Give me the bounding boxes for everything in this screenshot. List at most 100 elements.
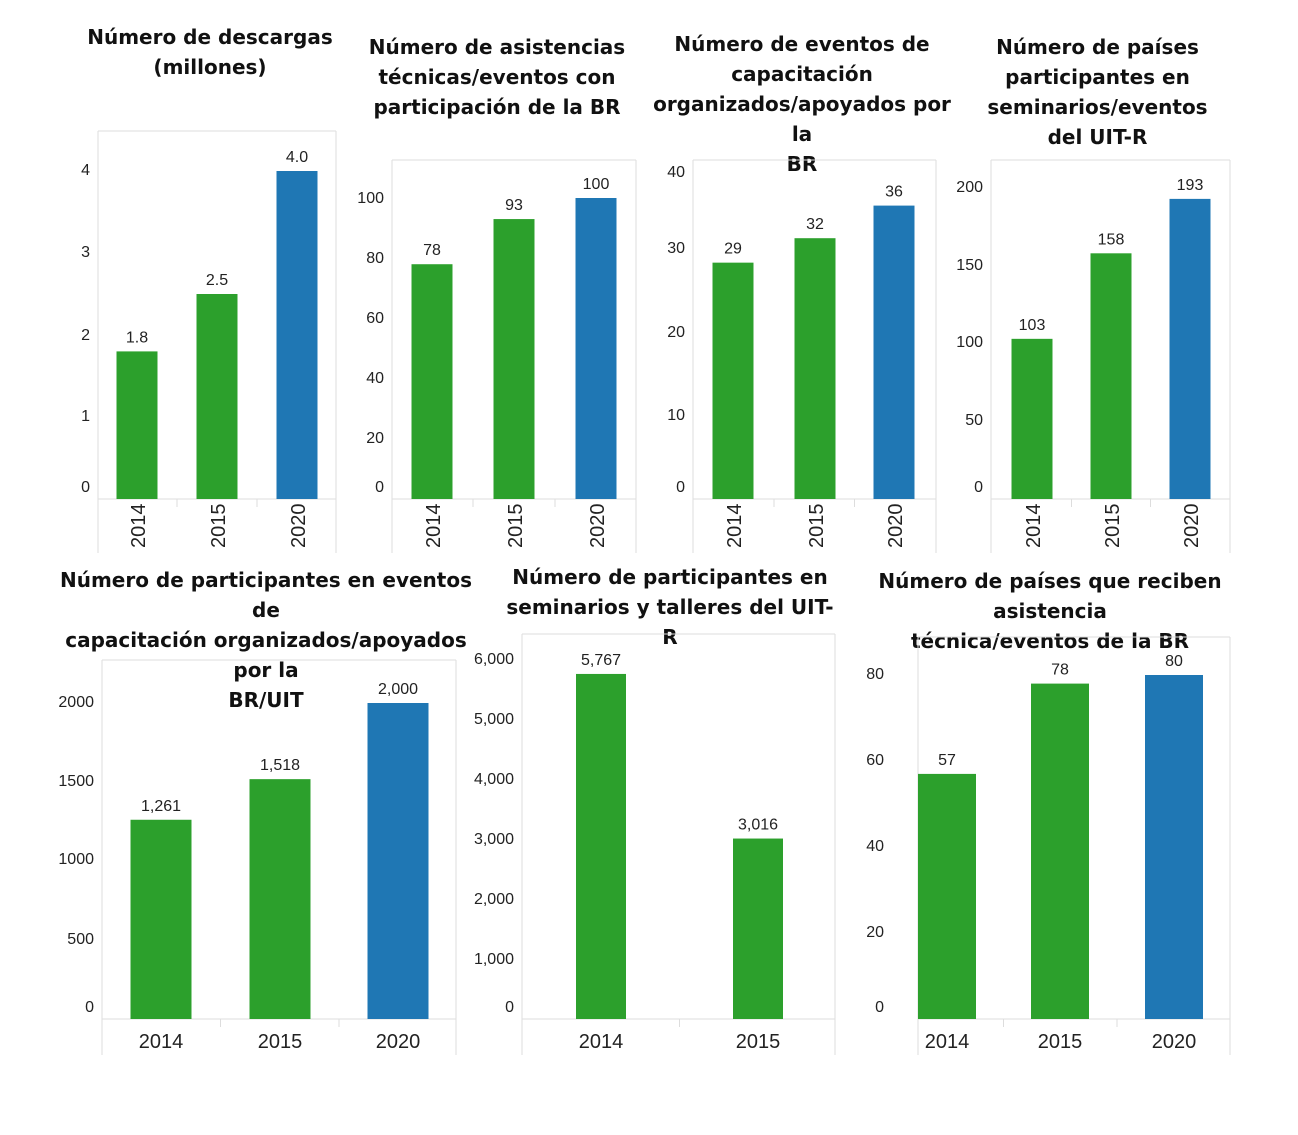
- chart-1-value-label-2014: 1.8: [126, 329, 148, 346]
- chart-5-ytick-label: 2000: [58, 694, 94, 711]
- chart-7-ytick-label: 0: [875, 999, 884, 1016]
- chart-2-value-label-2020: 100: [583, 176, 610, 193]
- chart-1-category-label-2015: 2015: [208, 504, 230, 549]
- chart-6-title: Número de participantes en seminarios y …: [500, 562, 840, 652]
- chart-4-value-label-2020: 193: [1177, 177, 1204, 194]
- chart-6-ytick-label: 5,000: [474, 711, 514, 728]
- chart-7-ytick-label: 20: [866, 924, 884, 941]
- chart-6-ytick-label: 3,000: [474, 831, 514, 848]
- chart-3-title-line-4: BR: [786, 152, 818, 176]
- chart-6-value-label-2015: 3,016: [738, 817, 778, 834]
- chart-1-ytick-label: 3: [81, 244, 90, 261]
- chart-4-category-label-2015: 2015: [1102, 504, 1124, 549]
- chart-5-ytick-label: 0: [85, 999, 94, 1016]
- chart-6-ytick-label: 6,000: [474, 651, 514, 668]
- chart-7-value-label-2020: 80: [1165, 653, 1183, 670]
- chart-2-title-line-1: Número de asistencias: [368, 35, 626, 59]
- chart-2-value-label-2014: 78: [423, 242, 441, 259]
- chart-5-ytick-label: 500: [67, 931, 94, 948]
- chart-1-value-label-2020: 4.0: [286, 149, 308, 166]
- chart-4-bar-2015: [1090, 253, 1132, 499]
- chart-5-bar-2020: [367, 703, 429, 1019]
- chart-6-ytick-label: 2,000: [474, 891, 514, 908]
- chart-3-ytick-label: 20: [667, 324, 685, 341]
- chart-2-title: Número de asistencias técnicas/eventos c…: [356, 32, 638, 122]
- chart-1-bar-2015: [196, 294, 238, 499]
- chart-6-bar-2015: [733, 838, 783, 1019]
- chart-4-category-label-2020: 2020: [1181, 504, 1203, 549]
- chart-2-value-label-2015: 93: [505, 197, 523, 214]
- chart-1-ytick-label: 2: [81, 327, 90, 344]
- chart-7-bar-2015: [1031, 683, 1089, 1019]
- chart-4-bar-2014: [1011, 338, 1053, 499]
- chart-7-ytick-label: 60: [866, 752, 884, 769]
- chart-7-value-label-2015: 78: [1051, 662, 1069, 679]
- chart-6-title-line-1: Número de participantes en: [512, 565, 828, 589]
- chart-4-ytick-label: 0: [974, 479, 983, 496]
- chart-1-category-label-2014: 2014: [128, 504, 150, 549]
- chart-6-title-line-2: seminarios y talleres del UIT-R: [506, 595, 834, 649]
- chart-5-ytick-label: 1000: [58, 851, 94, 868]
- chart-3-bar-2014: [712, 262, 754, 499]
- chart-2-category-label-2015: 2015: [505, 504, 527, 549]
- chart-3-category-label-2015: 2015: [806, 504, 828, 549]
- chart-1-ytick-label: 0: [81, 479, 90, 496]
- chart-5-bar-2014: [130, 819, 192, 1019]
- chart-4-ytick-label: 200: [956, 179, 983, 196]
- chart-7-bar-2014: [918, 773, 976, 1019]
- chart-1-title: Número de descargas (millones): [70, 22, 350, 82]
- chart-6-ytick-label: 4,000: [474, 771, 514, 788]
- chart-5-ytick-label: 1500: [58, 773, 94, 790]
- chart-1-title-line-2: (millones): [153, 55, 267, 79]
- chart-6-category-label-2015: 2015: [736, 1031, 781, 1053]
- chart-2-ytick-label: 80: [366, 250, 384, 267]
- chart-5-category-label-2020: 2020: [376, 1031, 421, 1053]
- chart-4-ytick-label: 50: [965, 412, 983, 429]
- chart-2-ytick-label: 20: [366, 430, 384, 447]
- chart-4-value-label-2015: 158: [1098, 231, 1125, 248]
- chart-3-value-label-2020: 36: [885, 184, 903, 201]
- chart-4-value-label-2014: 103: [1019, 317, 1046, 334]
- chart-2-ytick-label: 60: [366, 310, 384, 327]
- chart-5-value-label-2020: 2,000: [378, 681, 418, 698]
- chart-3-bar-2020: [873, 205, 915, 499]
- chart-7-category-label-2014: 2014: [925, 1031, 970, 1053]
- chart-7-ytick-label: 80: [866, 666, 884, 683]
- chart-5-category-label-2014: 2014: [139, 1031, 184, 1053]
- chart-6-bar-2014: [576, 673, 626, 1019]
- chart-4-category-label-2014: 2014: [1023, 504, 1045, 549]
- chart-5-category-label-2015: 2015: [258, 1031, 303, 1053]
- chart-3-ytick-label: 40: [667, 164, 685, 181]
- chart-5-title-line-1: Número de participantes en eventos de: [59, 568, 472, 622]
- chart-3-ytick-label: 10: [667, 407, 685, 424]
- chart-7-title: Número de países que reciben asistencia …: [840, 566, 1260, 656]
- chart-2-bar-2015: [493, 219, 535, 499]
- chart-2-bar-2020: [575, 198, 617, 499]
- chart-1-value-label-2015: 2.5: [206, 272, 228, 289]
- chart-4-ytick-label: 150: [956, 257, 983, 274]
- chart-2-category-label-2014: 2014: [423, 504, 445, 549]
- chart-5-title: Número de participantes en eventos de ca…: [46, 565, 486, 715]
- chart-3-value-label-2015: 32: [806, 216, 824, 233]
- chart-4-title: Número de países participantes en semina…: [975, 32, 1220, 152]
- chart-3-title-line-3: organizados/apoyados por la: [653, 92, 951, 146]
- chart-7-category-label-2015: 2015: [1038, 1031, 1083, 1053]
- chart-2-title-line-2: técnicas/eventos con: [378, 65, 616, 89]
- chart-2-bar-2014: [411, 264, 453, 499]
- chart-2-ytick-label: 40: [366, 370, 384, 387]
- chart-1-bar-2020: [276, 171, 318, 499]
- chart-7-category-label-2020: 2020: [1152, 1031, 1197, 1053]
- chart-5-value-label-2014: 1,261: [141, 798, 181, 815]
- chart-7-ytick-label: 40: [866, 838, 884, 855]
- chart-1-bar-2014: [116, 351, 158, 499]
- chart-3-title: Número de eventos de capacitación organi…: [652, 29, 952, 179]
- chart-3-ytick-label: 30: [667, 240, 685, 257]
- chart-3-title-line-1: Número de eventos de: [674, 32, 930, 56]
- chart-3-category-label-2020: 2020: [885, 504, 907, 549]
